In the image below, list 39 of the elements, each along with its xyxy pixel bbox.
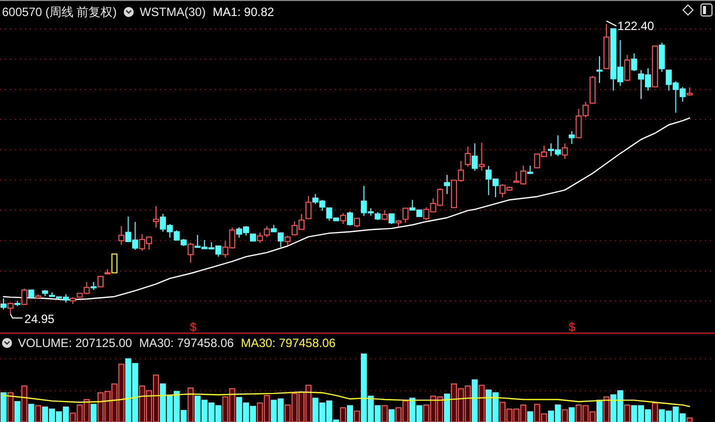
bar [472,379,478,422]
bar [340,407,346,422]
bar [562,409,568,422]
chart-title: VOLUME: 207125.00 [18,336,132,350]
bar [90,404,97,422]
bar [354,410,360,422]
annotation: 122.40 [617,19,654,33]
candlestick [444,174,450,194]
bar [14,401,20,422]
bar [28,404,34,422]
bar [624,404,630,422]
chart-subtitle: WSTMA(30) [140,5,206,19]
chart-title: 600570 (周线 前复权) [2,5,117,19]
chart-subtitle: MA30: 797458.06 [139,336,234,350]
candlestick [118,226,124,246]
bar [603,396,610,422]
bar [347,405,353,422]
text: MA1: 90.82 [212,5,274,19]
bar [0,392,6,422]
bar [7,392,14,422]
bar [21,385,28,422]
text: $ [190,320,197,334]
bar [382,405,388,422]
bar [527,411,534,422]
bar [652,402,658,422]
bar [388,409,395,422]
candlestick [152,206,159,228]
annotation: 24.95 [24,312,55,326]
text: $ [568,320,576,334]
bar [478,384,485,422]
bar [35,405,42,422]
candlestick [596,56,602,84]
bar [188,388,194,422]
bar [596,400,602,422]
bar [444,394,450,422]
bar [686,417,693,422]
text: MA30: 797458.06 [240,336,336,350]
candlestick [568,130,575,144]
bar [568,407,575,422]
